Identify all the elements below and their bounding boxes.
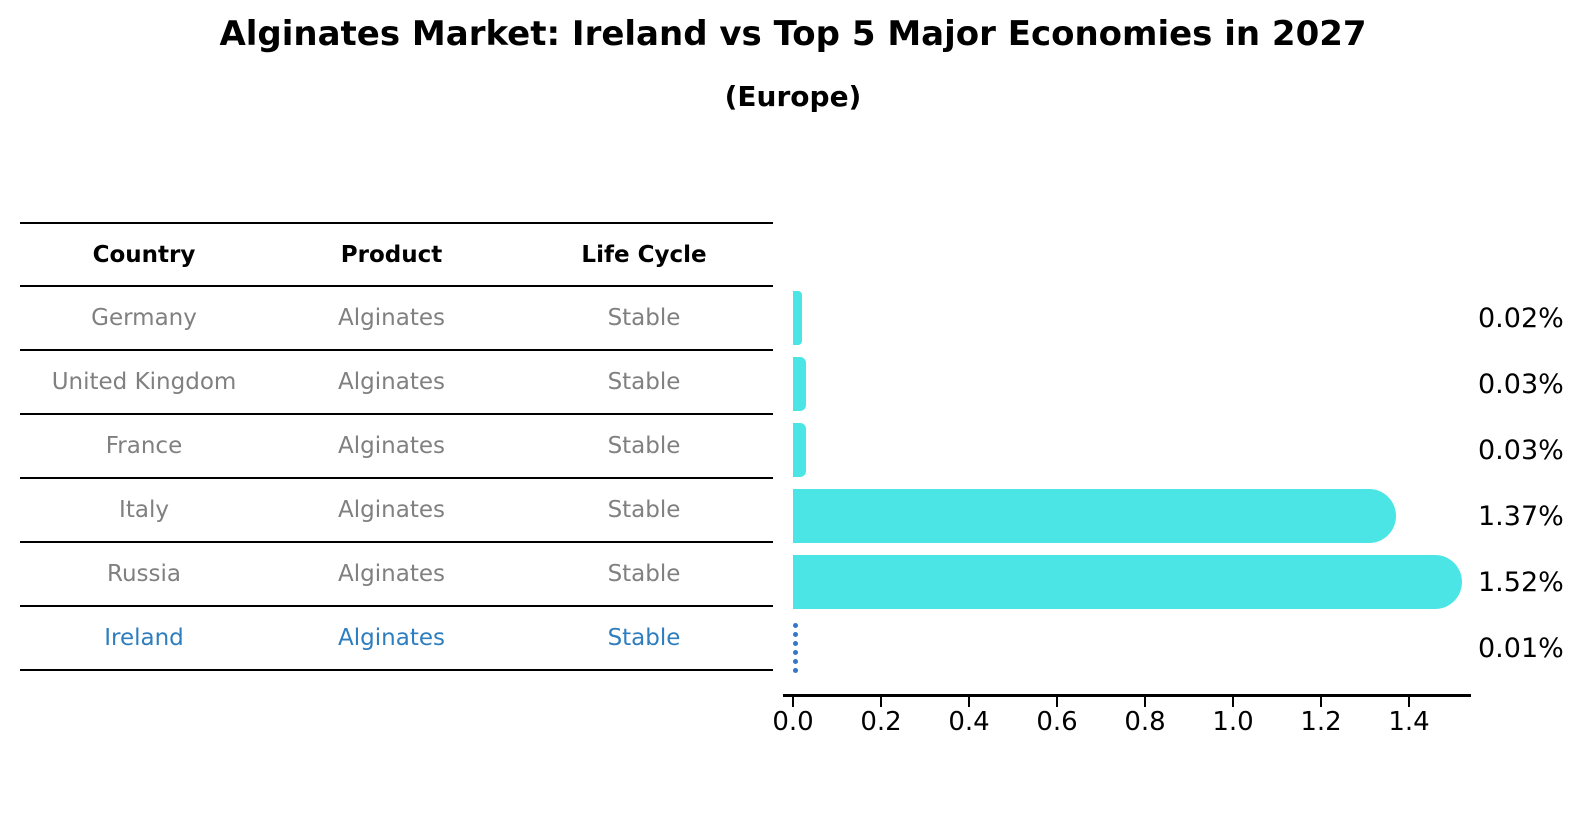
- table-header-row: Country Product Life Cycle: [20, 224, 773, 287]
- x-axis-tick: [1232, 697, 1234, 707]
- column-header-life-cycle: Life Cycle: [581, 241, 707, 268]
- value-label-france: 0.03%: [1478, 434, 1564, 466]
- product-cell: Alginates: [338, 305, 445, 331]
- data-table: Country Product Life Cycle Germany Algin…: [20, 222, 773, 671]
- x-tick-label: 0.4: [948, 707, 990, 737]
- value-label-russia: 1.52%: [1478, 566, 1564, 598]
- lifecycle-cell: Stable: [607, 497, 681, 523]
- page-title: Alginates Market: Ireland vs Top 5 Major…: [219, 14, 1367, 54]
- x-axis-tick: [1408, 697, 1410, 707]
- bar-slot: [793, 483, 1493, 549]
- country-cell: France: [105, 433, 183, 459]
- x-axis-tick: [1320, 697, 1322, 707]
- x-axis-tick: [1144, 697, 1146, 707]
- table-row-united-kingdom: United Kingdom Alginates Stable: [20, 351, 773, 415]
- bar-chart: [793, 285, 1493, 681]
- x-tick-label: 1.2: [1300, 707, 1342, 737]
- product-cell: Alginates: [338, 625, 445, 651]
- x-axis-tick: [880, 697, 882, 707]
- x-tick-label: 1.0: [1212, 707, 1254, 737]
- table-row-france: France Alginates Stable: [20, 415, 773, 479]
- value-label-united-kingdom: 0.03%: [1478, 368, 1564, 400]
- lifecycle-cell: Stable: [607, 433, 681, 459]
- x-axis-tick: [1056, 697, 1058, 707]
- bar-slot: [793, 285, 1493, 351]
- x-tick-label: 1.4: [1388, 707, 1430, 737]
- bar-france: [793, 423, 807, 477]
- value-label-ireland: 0.01%: [1478, 632, 1564, 664]
- bar-germany: [793, 291, 802, 345]
- lifecycle-cell: Stable: [607, 369, 681, 395]
- country-cell: Russia: [107, 561, 181, 587]
- bar-slot: [793, 549, 1493, 615]
- table-row-russia: Russia Alginates Stable: [20, 543, 773, 607]
- lifecycle-cell: Stable: [607, 305, 681, 331]
- value-label-italy: 1.37%: [1478, 500, 1564, 532]
- country-cell: United Kingdom: [51, 369, 237, 395]
- country-cell: Italy: [119, 497, 169, 523]
- x-axis-tick: [792, 697, 794, 707]
- bar-united-kingdom: [793, 357, 807, 411]
- page-subtitle: (Europe): [724, 80, 862, 113]
- bar-slot: [793, 417, 1493, 483]
- x-tick-label: 0.6: [1036, 707, 1078, 737]
- bar-slot: [793, 615, 1493, 681]
- product-cell: Alginates: [338, 369, 445, 395]
- x-axis-line: [783, 694, 1471, 697]
- lifecycle-cell: Stable: [607, 561, 681, 587]
- lifecycle-cell: Stable: [607, 625, 681, 651]
- bar-slot: [793, 351, 1493, 417]
- product-cell: Alginates: [338, 497, 445, 523]
- table-row-italy: Italy Alginates Stable: [20, 479, 773, 543]
- bar-italy: [793, 489, 1396, 543]
- country-cell: Germany: [91, 305, 197, 331]
- x-axis-tick: [968, 697, 970, 707]
- bar-russia: [793, 555, 1462, 609]
- value-label-germany: 0.02%: [1478, 302, 1564, 334]
- x-tick-label: 0.8: [1124, 707, 1166, 737]
- product-cell: Alginates: [338, 561, 445, 587]
- country-cell: Ireland: [104, 625, 184, 651]
- table-row-germany: Germany Alginates Stable: [20, 287, 773, 351]
- table-row-ireland: Ireland Alginates Stable: [20, 607, 773, 671]
- x-tick-label: 0.0: [772, 707, 814, 737]
- column-header-country: Country: [92, 241, 196, 268]
- product-cell: Alginates: [338, 433, 445, 459]
- bar-ireland: [793, 623, 798, 673]
- x-tick-label: 0.2: [860, 707, 902, 737]
- column-header-product: Product: [340, 241, 443, 268]
